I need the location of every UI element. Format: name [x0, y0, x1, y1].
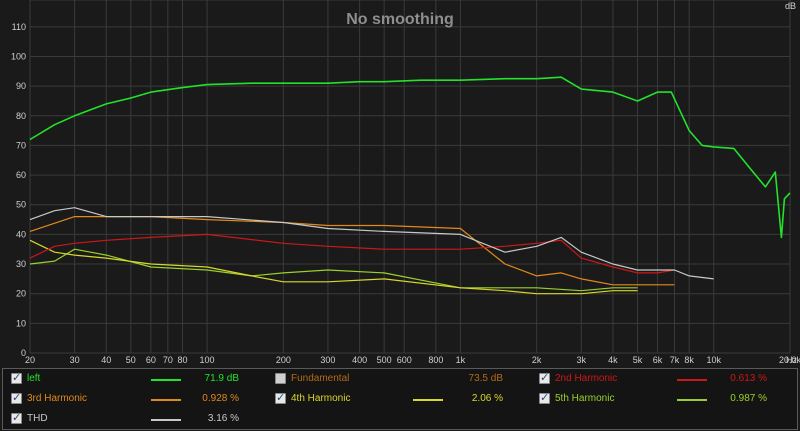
- plot-title: No smoothing: [346, 11, 454, 28]
- x-tick-label: 5k: [633, 355, 643, 365]
- swatch-3rd-harmonic: [151, 399, 181, 401]
- x-tick-label: 60: [146, 355, 156, 365]
- legend-item-2nd-harmonic[interactable]: 2nd Harmonic 0.613 %: [539, 371, 789, 389]
- legend-label-4th-harmonic: 4th Harmonic: [291, 393, 351, 404]
- series-line-left: [29, 76, 791, 239]
- y-tick-label: 10: [16, 318, 26, 328]
- x-tick-label: 100: [200, 355, 215, 365]
- legend-item-thd[interactable]: THD 3.16 %: [11, 411, 261, 429]
- x-tick-label: 200: [276, 355, 291, 365]
- x-tick-label: 3k: [577, 355, 587, 365]
- checkbox-fundamental[interactable]: [275, 373, 286, 384]
- x-tick-label: 50: [126, 355, 136, 365]
- x-tick-label: 4k: [608, 355, 618, 365]
- y-tick-label: 40: [16, 229, 26, 239]
- y-tick-label: 80: [16, 111, 26, 121]
- x-tick-label: 70: [163, 355, 173, 365]
- legend-value-fundamental: 73.5 dB: [468, 373, 503, 384]
- x-tick-label: 400: [352, 355, 367, 365]
- y-tick-label: 20: [16, 289, 26, 299]
- legend-panel: left 71.9 dB Fundamental 73.5 dB 2nd Har…: [2, 368, 798, 430]
- swatch-left: [151, 379, 181, 381]
- series-line-3rd-harmonic: [29, 216, 675, 286]
- legend-value-3rd-harmonic: 0.928 %: [202, 393, 239, 404]
- y-tick-label: 110: [12, 22, 26, 32]
- y-tick-label: 0: [21, 348, 26, 358]
- x-tick-label: 80: [178, 355, 188, 365]
- y-tick-label: 60: [16, 170, 26, 180]
- x-tick-label: 6k: [653, 355, 663, 365]
- x-tick-label: 30: [70, 355, 80, 365]
- legend-value-thd: 3.16 %: [207, 413, 239, 424]
- legend-value-5th-harmonic: 0.987 %: [730, 393, 767, 404]
- series-line-thd: [29, 207, 714, 280]
- x-tick-label: 500: [377, 355, 392, 365]
- x-unit-label: Hz: [786, 355, 797, 365]
- x-tick-label: 600: [397, 355, 412, 365]
- x-tick-label: 20: [25, 355, 35, 365]
- y-tick-label: 70: [16, 140, 26, 150]
- legend-item-3rd-harmonic[interactable]: 3rd Harmonic 0.928 %: [11, 391, 261, 409]
- legend-label-thd: THD: [27, 413, 48, 424]
- y-tick-label: 30: [16, 259, 26, 269]
- checkbox-2nd-harmonic[interactable]: [539, 371, 550, 384]
- checkbox-5th-harmonic[interactable]: [539, 391, 550, 404]
- checkbox-left[interactable]: [11, 371, 22, 384]
- legend-value-2nd-harmonic: 0.613 %: [730, 373, 767, 384]
- y-tick-label: 100: [11, 51, 26, 61]
- x-tick-label: 800: [428, 355, 443, 365]
- legend-item-fundamental[interactable]: Fundamental 73.5 dB: [275, 371, 525, 389]
- frequency-response-plot[interactable]: 110 100 90 80 70 60 50 40 30 20 10 0 20 30 40 50 60 70 80…: [0, 0, 800, 368]
- y-unit-label: dB: [785, 1, 796, 11]
- checkbox-3rd-harmonic[interactable]: [11, 391, 22, 404]
- y-tick-label: 50: [16, 200, 26, 210]
- legend-value-4th-harmonic: 2.06 %: [471, 393, 503, 404]
- plot-frame: [29, 0, 791, 354]
- legend-item-5th-harmonic[interactable]: 5th Harmonic 0.987 %: [539, 391, 789, 409]
- legend-item-4th-harmonic[interactable]: 4th Harmonic 2.06 %: [275, 391, 525, 409]
- checkbox-thd[interactable]: [11, 411, 22, 424]
- legend-label-2nd-harmonic: 2nd Harmonic: [555, 373, 618, 384]
- checkbox-4th-harmonic[interactable]: [275, 391, 286, 404]
- x-tick-label: 40: [101, 355, 111, 365]
- legend-label-3rd-harmonic: 3rd Harmonic: [27, 393, 88, 404]
- series-line-4th-harmonic: [29, 239, 638, 295]
- x-tick-label: 8k: [684, 355, 694, 365]
- y-tick-label: 90: [16, 81, 26, 91]
- swatch-thd: [151, 419, 181, 421]
- x-tick-label: 10k: [706, 355, 721, 365]
- x-tick-label: 20.0k: [779, 355, 800, 365]
- legend-label-left: left: [27, 373, 41, 384]
- legend-value-left: 71.9 dB: [204, 373, 239, 384]
- series-line-5th-harmonic: [29, 248, 638, 292]
- swatch-5th-harmonic: [677, 399, 707, 401]
- x-tick-label: 300: [320, 355, 335, 365]
- legend-item-left[interactable]: left 71.9 dB: [11, 371, 261, 389]
- x-tick-label: 1k: [456, 355, 466, 365]
- swatch-2nd-harmonic: [677, 379, 707, 381]
- legend-label-fundamental: Fundamental: [291, 373, 350, 384]
- legend-label-5th-harmonic: 5th Harmonic: [555, 393, 615, 404]
- x-tick-label: 2k: [532, 355, 542, 365]
- x-tick-label: 7k: [670, 355, 680, 365]
- plot-series: [29, 76, 791, 295]
- x-axis-ticks: 20 30 40 50 60 70 80 100 200 300 400 500 600 800 1k 2k 3…: [25, 355, 800, 365]
- plot-grid: [29, 0, 791, 354]
- series-line-2nd-harmonic: [29, 233, 675, 274]
- swatch-4th-harmonic: [413, 399, 443, 401]
